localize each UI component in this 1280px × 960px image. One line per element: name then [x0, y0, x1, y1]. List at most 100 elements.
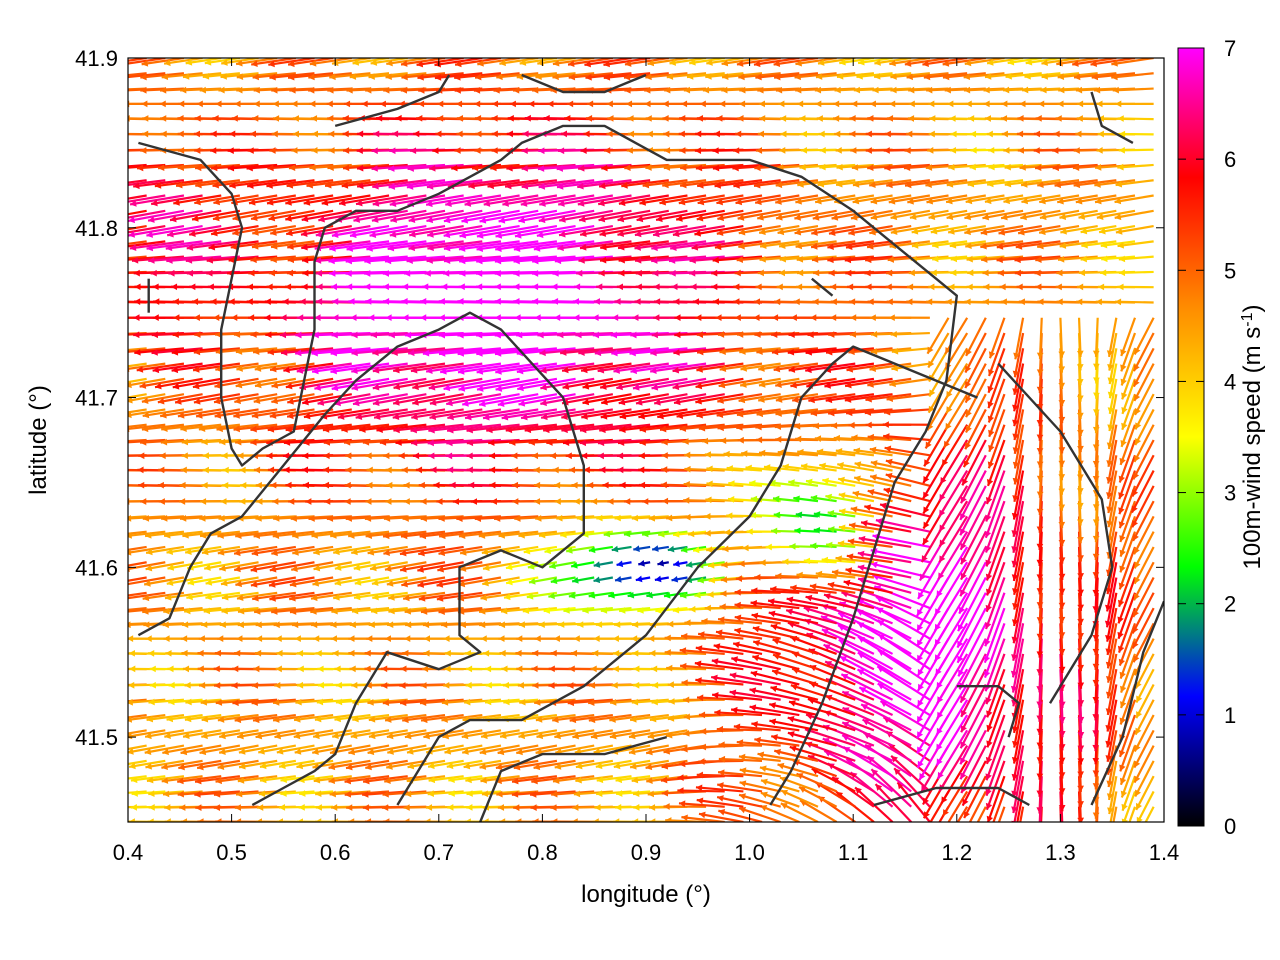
wind-arrow-head: [1037, 242, 1044, 250]
wind-arrow-shaft: [865, 393, 912, 402]
wind-arrow-head: [393, 366, 400, 374]
wind-arrow-head: [596, 790, 603, 797]
wind-arrow-head: [237, 777, 245, 784]
wind-arrow-head: [330, 349, 338, 357]
wind-arrow-shaft: [271, 545, 315, 555]
wind-arrow-head: [790, 381, 797, 389]
wind-arrow-shaft: [965, 393, 987, 433]
wind-arrow-shaft: [629, 347, 688, 355]
wind-arrow-head: [890, 213, 898, 221]
wind-arrow-head: [83, 682, 89, 689]
wind-arrow-shaft: [1019, 806, 1025, 822]
wind-arrow-head: [213, 665, 220, 673]
wind-arrow-head: [100, 298, 106, 305]
wind-arrow-head: [855, 787, 862, 795]
wind-arrow-shaft: [681, 681, 725, 686]
wind-arrow-head: [1092, 758, 1100, 765]
wind-arrow-head: [367, 548, 375, 556]
wind-arrow-shaft: [815, 572, 856, 579]
wind-arrow-head: [573, 498, 580, 505]
wind-arrow-shaft: [1134, 378, 1155, 416]
wind-arrow-shaft: [577, 194, 632, 206]
wind-arrow-head: [807, 331, 814, 338]
wind-arrow-head: [983, 655, 991, 663]
wind-arrow-head: [172, 298, 179, 305]
wind-arrow-head: [1059, 242, 1067, 249]
wind-arrow-head: [278, 804, 286, 811]
wind-arrow-head: [143, 621, 150, 629]
wind-arrow-shaft: [501, 408, 558, 420]
wind-arrow-head: [985, 697, 992, 705]
wind-arrow-shaft: [1107, 500, 1118, 543]
wind-arrow-head: [1018, 228, 1025, 236]
wind-arrow-shaft: [310, 606, 352, 614]
wind-arrow-shaft: [1037, 240, 1080, 248]
wind-arrow-head: [514, 232, 522, 239]
wind-arrow-head: [341, 182, 349, 189]
wind-arrow-shaft: [848, 347, 893, 354]
wind-arrow-head: [861, 704, 869, 711]
wind-arrow-head: [491, 147, 498, 154]
wind-arrow-shaft: [821, 628, 875, 655]
wind-arrow-shaft: [349, 224, 408, 237]
wind-arrow-head: [612, 649, 620, 657]
wind-arrow-head: [445, 818, 452, 822]
wind-arrow-head: [760, 805, 768, 812]
wind-arrow-shaft: [146, 775, 185, 782]
wind-arrow-head: [922, 797, 929, 805]
wind-arrow-head: [165, 649, 172, 657]
wind-arrow-head: [867, 298, 874, 306]
wind-arrow-shaft: [794, 209, 837, 220]
wind-arrow-head: [731, 706, 738, 714]
wind-arrow-head: [821, 556, 829, 564]
wind-arrow-shaft: [1121, 363, 1137, 400]
wind-arrow-head: [285, 426, 293, 433]
wind-arrow-head: [531, 777, 538, 785]
wind-arrow-head: [251, 242, 259, 250]
wind-arrow-head: [195, 777, 202, 785]
wind-arrow-shaft: [420, 713, 464, 722]
wind-arrow-head: [837, 461, 844, 469]
wind-arrow-head: [827, 256, 834, 264]
wind-arrow-head: [267, 164, 274, 172]
wind-arrow-head: [444, 748, 452, 755]
wind-arrow-head: [696, 366, 703, 373]
wind-arrow-head: [717, 331, 725, 338]
wind-arrow-head: [803, 606, 811, 613]
wind-arrow-head: [151, 199, 158, 207]
wind-arrow-head: [1092, 350, 1100, 357]
wind-arrow-head: [864, 269, 871, 277]
wind-arrow-shaft: [128, 333, 129, 335]
wind-arrow-shaft: [1131, 454, 1155, 498]
wind-arrow-head: [148, 698, 155, 706]
wind-arrow-head: [841, 673, 849, 680]
wind-arrow-head: [254, 365, 262, 372]
wind-arrow-head: [294, 635, 301, 642]
wind-arrow-shaft: [341, 423, 390, 432]
wind-arrow-shaft: [518, 209, 576, 223]
wind-arrow-head: [548, 682, 555, 689]
wind-arrow-shaft: [426, 179, 483, 189]
wind-arrow-head: [384, 635, 391, 642]
wind-arrow-head: [268, 214, 276, 222]
wind-arrow-head: [178, 763, 185, 771]
wind-arrow-head: [440, 368, 447, 375]
wind-arrow-shaft: [759, 804, 800, 822]
wind-arrow-shaft: [1057, 255, 1098, 261]
wind-arrow-head: [1134, 393, 1141, 401]
wind-arrow-head: [776, 283, 783, 291]
wind-arrow-head: [980, 242, 987, 250]
wind-arrow-head: [607, 498, 614, 505]
wind-arrow-head: [596, 514, 603, 522]
wind-arrow-head: [758, 365, 765, 372]
wind-arrow-shaft: [741, 452, 781, 457]
wind-arrow-shaft: [562, 438, 613, 445]
wind-arrow-shaft: [934, 622, 969, 676]
wind-arrow-head: [87, 608, 93, 615]
wind-arrow-head: [168, 698, 175, 706]
wind-arrow-shaft: [854, 462, 893, 472]
wind-arrow-head: [219, 732, 226, 740]
wind-arrow-head: [284, 283, 292, 291]
wind-arrow-shaft: [369, 224, 427, 237]
wind-arrow-head: [1076, 395, 1084, 402]
